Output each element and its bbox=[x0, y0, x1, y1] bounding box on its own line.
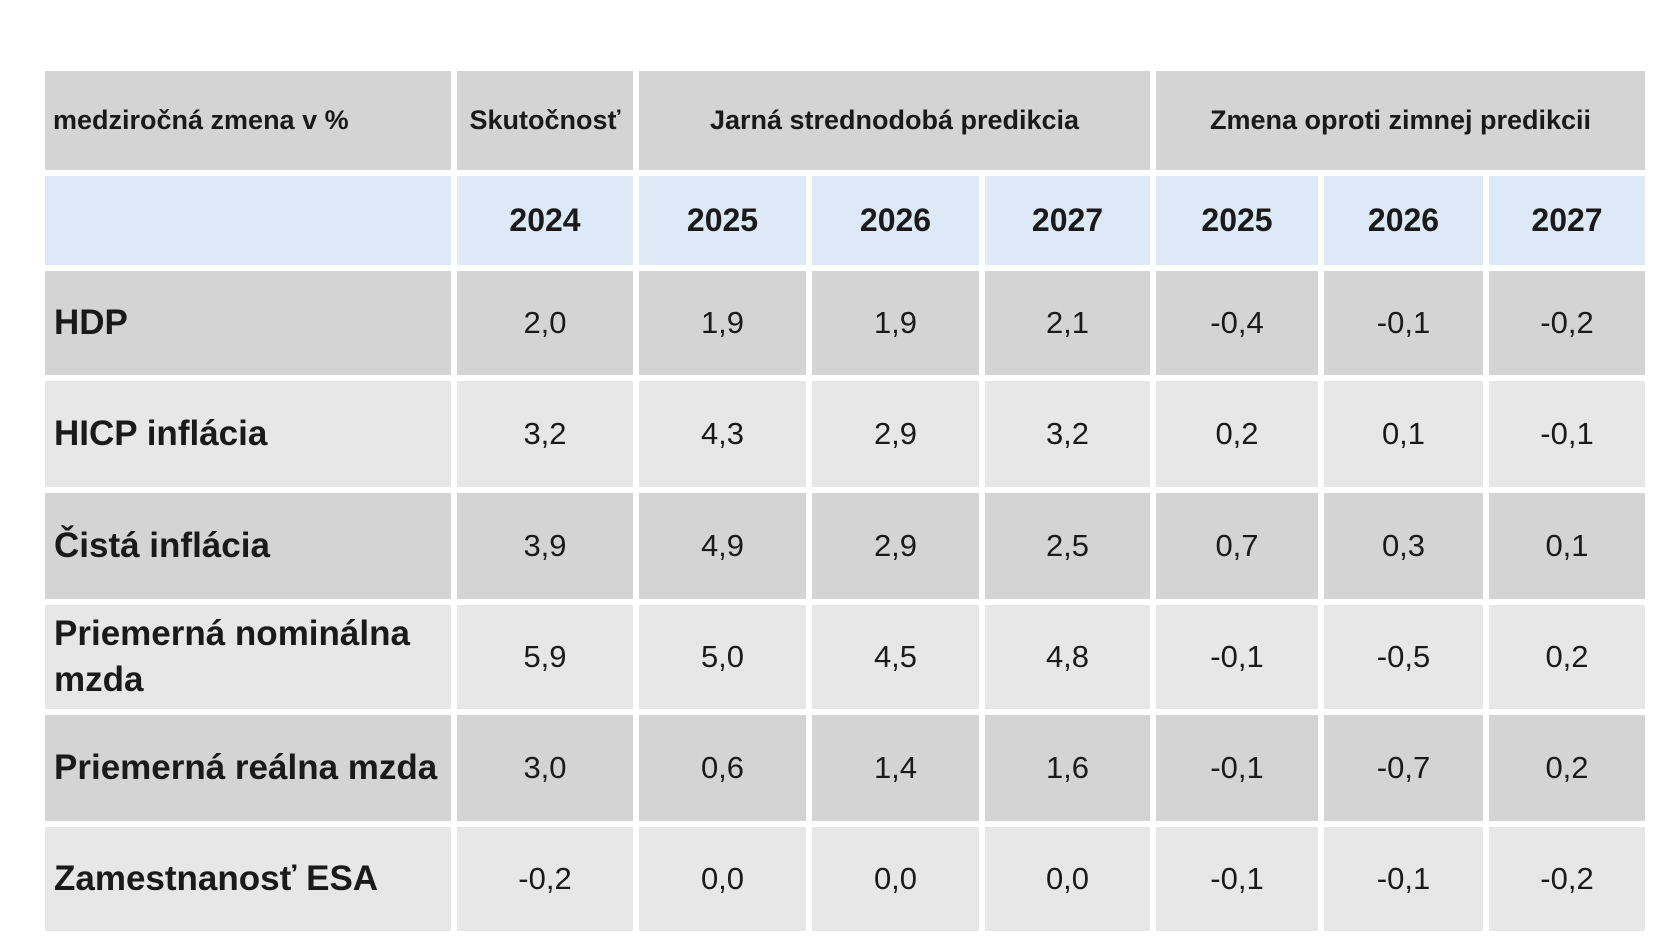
year-header: 2026 bbox=[812, 176, 979, 265]
year-header: 2027 bbox=[1489, 176, 1645, 265]
year-header: 2025 bbox=[639, 176, 806, 265]
table-cell: -0,7 bbox=[1324, 715, 1483, 821]
table-cell: 2,0 bbox=[457, 271, 633, 375]
table-cell: -0,1 bbox=[1156, 605, 1318, 709]
table-cell: 0,3 bbox=[1324, 493, 1483, 599]
table-cell: 0,7 bbox=[1156, 493, 1318, 599]
year-header: 2025 bbox=[1156, 176, 1318, 265]
row-label: HICP inflácia bbox=[45, 381, 451, 487]
year-header-empty bbox=[45, 176, 451, 265]
year-header: 2026 bbox=[1324, 176, 1483, 265]
table-cell: 0,0 bbox=[985, 827, 1150, 931]
table-cell: 2,9 bbox=[812, 493, 979, 599]
table-cell: -0,1 bbox=[1156, 827, 1318, 931]
table-cell: 5,9 bbox=[457, 605, 633, 709]
table-cell: 0,0 bbox=[812, 827, 979, 931]
header-change-vs-winter: Zmena oproti zimnej predikcii bbox=[1156, 71, 1645, 170]
table-cell: 0,0 bbox=[639, 827, 806, 931]
row-label: Čistá inflácia bbox=[45, 493, 451, 599]
header-actual: Skutočnosť bbox=[457, 71, 633, 170]
year-header: 2024 bbox=[457, 176, 633, 265]
table-cell: -0,2 bbox=[457, 827, 633, 931]
table-cell: 0,1 bbox=[1324, 381, 1483, 487]
table-cell: -0,1 bbox=[1156, 715, 1318, 821]
header-spring-prediction: Jarná strednodobá predikcia bbox=[639, 71, 1150, 170]
header-label: medziročná zmena v % bbox=[45, 71, 451, 170]
table-cell: 4,3 bbox=[639, 381, 806, 487]
table-cell: 3,2 bbox=[985, 381, 1150, 487]
table-cell: 3,0 bbox=[457, 715, 633, 821]
table-cell: -0,4 bbox=[1156, 271, 1318, 375]
table-cell: 0,1 bbox=[1489, 493, 1645, 599]
table-cell: 2,5 bbox=[985, 493, 1150, 599]
table-cell: -0,1 bbox=[1324, 827, 1483, 931]
table-cell: -0,2 bbox=[1489, 271, 1645, 375]
forecast-table: medziročná zmena v % Skutočnosť Jarná st… bbox=[45, 71, 1645, 931]
table-cell: -0,1 bbox=[1489, 381, 1645, 487]
table-cell: 1,9 bbox=[812, 271, 979, 375]
table-cell: 0,2 bbox=[1489, 715, 1645, 821]
table-cell: 2,9 bbox=[812, 381, 979, 487]
table-cell: 0,2 bbox=[1156, 381, 1318, 487]
table-cell: 1,9 bbox=[639, 271, 806, 375]
year-header: 2027 bbox=[985, 176, 1150, 265]
table-cell: 4,9 bbox=[639, 493, 806, 599]
table-cell: 4,5 bbox=[812, 605, 979, 709]
table-cell: -0,2 bbox=[1489, 827, 1645, 931]
table-cell: 2,1 bbox=[985, 271, 1150, 375]
table-cell: 1,6 bbox=[985, 715, 1150, 821]
table-cell: 0,2 bbox=[1489, 605, 1645, 709]
table-cell: 0,6 bbox=[639, 715, 806, 821]
row-label: Priemerná nominálna mzda bbox=[45, 605, 451, 709]
table-cell: 3,9 bbox=[457, 493, 633, 599]
table-cell: 4,8 bbox=[985, 605, 1150, 709]
row-label: Priemerná reálna mzda bbox=[45, 715, 451, 821]
table-cell: 1,4 bbox=[812, 715, 979, 821]
row-label: Zamestnanosť ESA bbox=[45, 827, 451, 931]
table-cell: 3,2 bbox=[457, 381, 633, 487]
table-cell: -0,5 bbox=[1324, 605, 1483, 709]
table-cell: -0,1 bbox=[1324, 271, 1483, 375]
row-label: HDP bbox=[45, 271, 451, 375]
table-cell: 5,0 bbox=[639, 605, 806, 709]
